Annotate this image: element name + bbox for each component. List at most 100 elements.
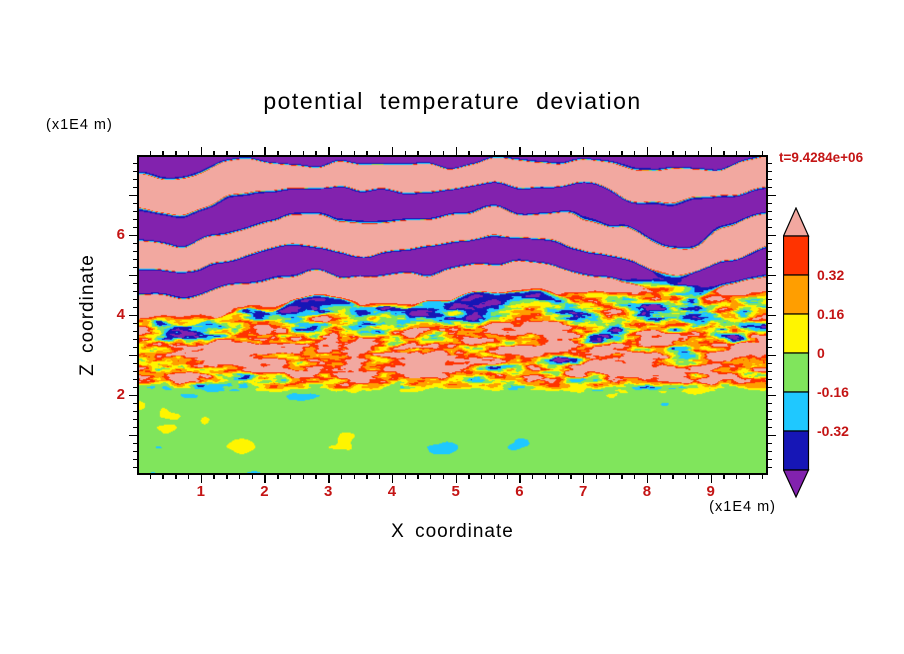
x-tick-label: 2 — [260, 483, 269, 500]
tick-mark — [608, 475, 610, 479]
tick-mark — [129, 195, 137, 197]
tick-mark — [768, 251, 772, 253]
tick-mark — [768, 355, 776, 357]
tick-mark — [768, 403, 772, 405]
tick-mark — [659, 475, 661, 479]
tick-mark — [340, 475, 343, 479]
tick-mark — [768, 419, 772, 421]
tick-mark — [583, 475, 585, 483]
tick-mark — [391, 147, 394, 155]
colorbar-arrow-low — [782, 469, 810, 499]
tick-mark — [226, 475, 228, 479]
tick-mark — [768, 323, 772, 325]
tick-mark — [768, 459, 772, 461]
tick-mark — [264, 147, 266, 155]
colorbar-segment — [782, 235, 810, 276]
tick-mark — [768, 259, 772, 261]
colorbar-segment — [782, 274, 810, 315]
colorbar-tick-label: -0.32 — [817, 423, 849, 439]
colorbar-svg — [782, 206, 810, 499]
tick-mark — [468, 475, 470, 479]
tick-mark — [277, 475, 279, 479]
tick-mark — [768, 235, 776, 237]
tick-mark — [768, 179, 772, 181]
tick-mark — [455, 475, 457, 483]
tick-mark — [761, 475, 763, 479]
x-tick-label: 5 — [451, 483, 460, 500]
tick-mark — [481, 475, 483, 479]
tick-mark — [315, 475, 317, 479]
tick-mark — [366, 475, 368, 479]
tick-mark — [768, 443, 772, 445]
tick-mark — [129, 235, 137, 237]
tick-mark — [768, 163, 772, 165]
colorbar-segment — [782, 430, 810, 471]
z-tick-label: 6 — [116, 226, 125, 243]
tick-mark — [736, 475, 738, 479]
tick-mark — [200, 147, 203, 155]
tick-mark — [768, 171, 772, 173]
tick-mark — [442, 475, 445, 479]
tick-mark — [506, 475, 508, 479]
z-axis-title: Z coordinate — [77, 254, 98, 376]
x-tick-label: 1 — [196, 483, 205, 500]
tick-mark — [748, 475, 751, 479]
tick-mark — [685, 475, 687, 479]
tick-mark — [493, 475, 496, 479]
tick-mark — [768, 435, 776, 437]
tick-mark — [328, 475, 330, 483]
tick-mark — [723, 475, 725, 479]
contour-field-canvas — [139, 157, 766, 473]
tick-mark — [238, 475, 241, 479]
tick-mark — [595, 475, 598, 479]
tick-mark — [768, 395, 776, 397]
colorbar-segment — [782, 313, 810, 354]
tick-mark — [557, 475, 559, 479]
x-tick-label: 3 — [324, 483, 333, 500]
colorbar-segment — [782, 352, 810, 393]
tick-mark — [768, 363, 772, 365]
tick-mark — [768, 243, 772, 245]
tick-mark — [768, 219, 772, 221]
x-axis-title: X coordinate — [391, 521, 514, 542]
tick-mark — [768, 315, 776, 317]
tick-mark — [768, 299, 772, 301]
tick-mark — [710, 475, 712, 483]
tick-mark — [129, 395, 137, 397]
tick-mark — [200, 475, 203, 483]
tick-mark — [768, 451, 772, 453]
time-annotation: t=9.4284e+06 — [779, 150, 864, 165]
tick-mark — [697, 475, 700, 479]
tick-mark — [353, 475, 355, 479]
tick-mark — [768, 379, 772, 381]
z-axis-unit-label: (x1E4 m) — [46, 117, 113, 133]
tick-mark — [768, 187, 772, 189]
tick-mark — [768, 307, 772, 309]
tick-mark — [768, 467, 772, 469]
tick-mark — [455, 147, 457, 155]
tick-mark — [519, 147, 521, 155]
tick-mark — [646, 147, 649, 155]
tick-mark — [129, 355, 137, 357]
tick-mark — [251, 475, 254, 479]
tick-mark — [768, 227, 772, 229]
tick-mark — [768, 195, 776, 197]
z-tick-label: 2 — [116, 386, 125, 403]
x-tick-label: 4 — [387, 483, 397, 500]
colorbar-tick-label: 0.16 — [817, 306, 845, 322]
tick-mark — [634, 475, 636, 479]
tick-mark — [149, 475, 152, 479]
tick-mark — [768, 347, 772, 349]
tick-mark — [532, 475, 534, 479]
tick-mark — [289, 475, 292, 479]
tick-mark — [768, 331, 772, 333]
tick-mark — [129, 275, 137, 277]
tick-mark — [768, 283, 772, 285]
tick-mark — [768, 203, 772, 205]
tick-mark — [187, 475, 190, 479]
tick-mark — [768, 427, 772, 429]
colorbar-arrow-high — [782, 206, 810, 237]
tick-mark — [129, 315, 137, 317]
colorbar-tick-label: 0 — [817, 345, 825, 361]
tick-mark — [391, 475, 394, 483]
